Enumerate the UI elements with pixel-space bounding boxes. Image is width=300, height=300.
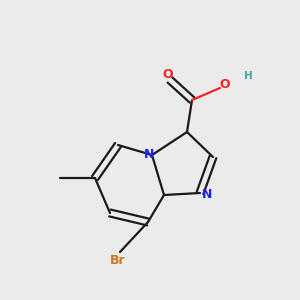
Text: Br: Br bbox=[110, 254, 126, 266]
Text: H: H bbox=[244, 71, 252, 81]
Text: N: N bbox=[202, 188, 212, 202]
Text: O: O bbox=[220, 79, 230, 92]
Text: N: N bbox=[144, 148, 154, 160]
Text: O: O bbox=[163, 68, 173, 82]
